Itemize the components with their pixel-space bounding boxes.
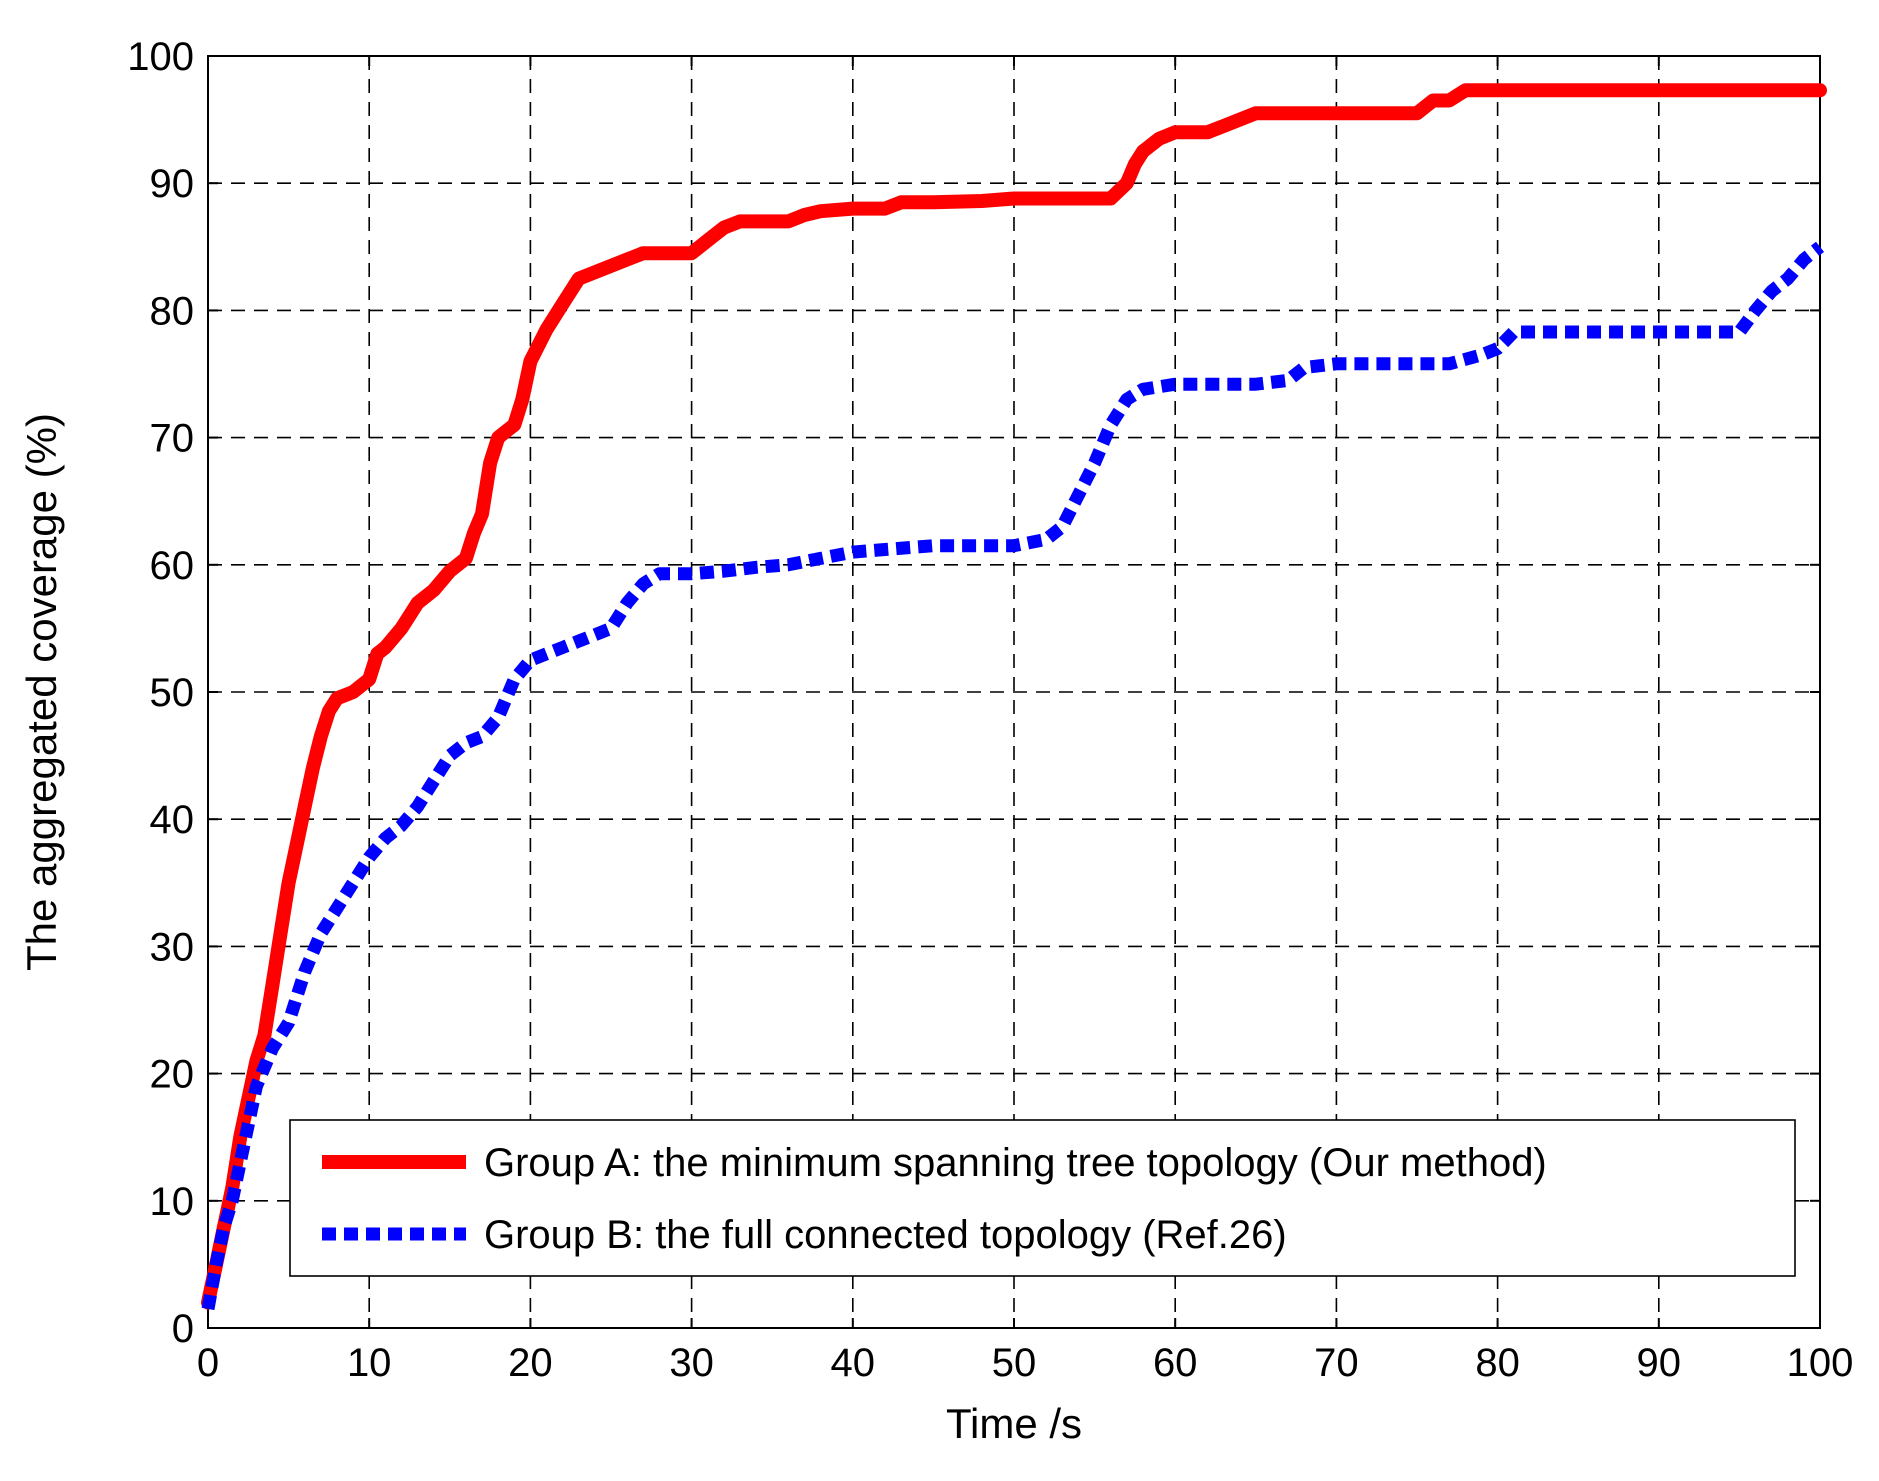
- x-axis-title: Time /s: [946, 1400, 1082, 1447]
- x-tick-label: 80: [1475, 1341, 1520, 1385]
- axis-ticks: [207, 55, 1821, 1329]
- x-tick-label: 0: [197, 1341, 219, 1385]
- y-tick-label: 80: [150, 289, 195, 333]
- x-tick-label: 30: [669, 1341, 714, 1385]
- x-tick-label: 90: [1637, 1341, 1682, 1385]
- y-tick-label: 10: [150, 1180, 195, 1224]
- y-tick-label: 40: [150, 798, 195, 842]
- y-tick-label: 30: [150, 925, 195, 969]
- legend-label-group-b: Group B: the full connected topology (Re…: [484, 1213, 1287, 1257]
- series-line-group-a: [201, 83, 1827, 1310]
- x-tick-label: 40: [831, 1341, 876, 1385]
- series-lines: [201, 83, 1827, 1311]
- y-tick-labels: 0 10 20 30 40 50 60 70 80 90 100: [127, 35, 194, 1351]
- legend: Group A: the minimum spanning tree topol…: [289, 1119, 1796, 1277]
- x-tick-label: 100: [1787, 1341, 1854, 1385]
- y-tick-label: 20: [150, 1053, 195, 1097]
- y-tick-label: 0: [172, 1307, 194, 1351]
- x-tick-label: 70: [1314, 1341, 1359, 1385]
- legend-box: [289, 1119, 1796, 1277]
- x-tick-label: 50: [992, 1341, 1037, 1385]
- series-line-group-b: [201, 241, 1825, 1311]
- x-tick-label: 10: [347, 1341, 392, 1385]
- y-tick-label: 100: [127, 35, 194, 79]
- y-tick-label: 60: [150, 544, 195, 588]
- x-tick-labels: 0 10 20 30 40 50 60 70 80 90 100: [197, 1341, 1854, 1385]
- y-tick-label: 90: [150, 162, 195, 206]
- y-tick-label: 70: [150, 417, 195, 461]
- y-tick-label: 50: [150, 671, 195, 715]
- x-tick-label: 60: [1153, 1341, 1198, 1385]
- legend-label-group-a: Group A: the minimum spanning tree topol…: [484, 1141, 1547, 1185]
- x-tick-label: 20: [508, 1341, 553, 1385]
- y-axis-title: The aggregated coverage (%): [18, 413, 65, 971]
